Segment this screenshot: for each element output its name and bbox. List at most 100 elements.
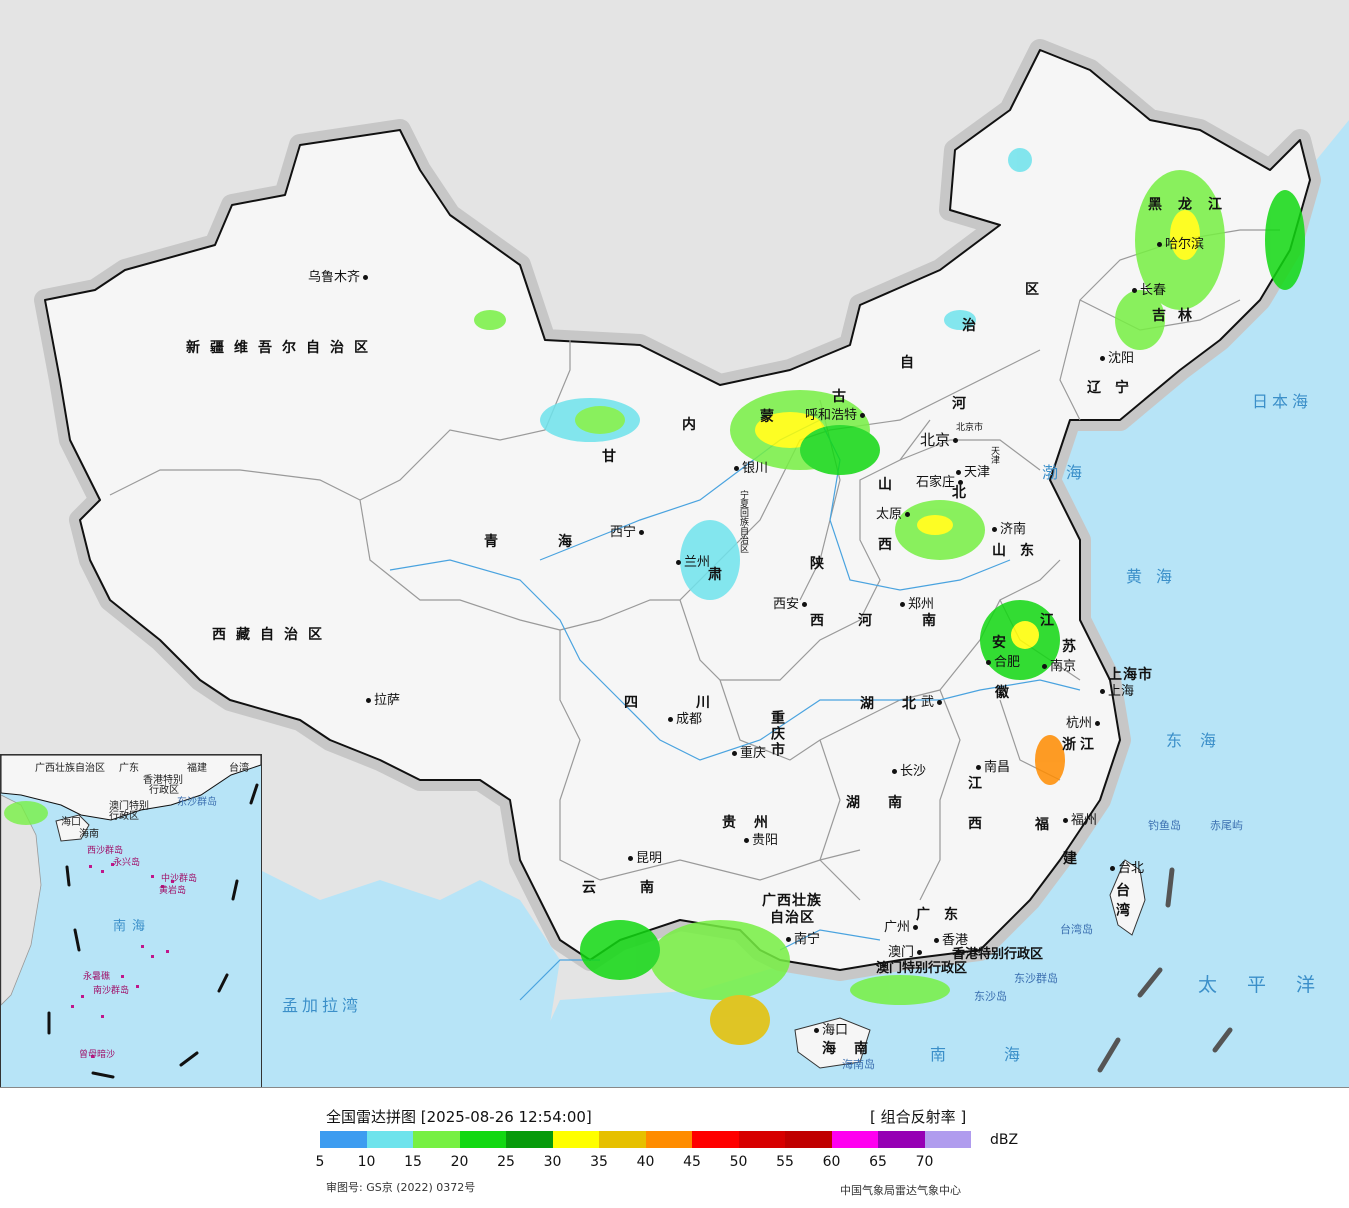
province-jiangsu-b: 苏 bbox=[1062, 639, 1086, 655]
legend-unit: dBZ bbox=[990, 1132, 1019, 1148]
city-nanchang: 南昌 bbox=[976, 761, 1010, 774]
city-hefei: 合肥 bbox=[986, 656, 1020, 669]
province-jiangsu-a: 江 bbox=[1040, 613, 1064, 629]
province-anhui-b: 徽 bbox=[995, 685, 1019, 701]
island-chiwei: 赤尾屿 bbox=[1210, 819, 1243, 832]
city-haikou: 海口 bbox=[814, 1024, 848, 1037]
city-xining: 西宁 bbox=[610, 526, 644, 539]
province-jiangxi-a: 江 bbox=[968, 776, 992, 792]
colorbar-segment bbox=[413, 1131, 460, 1148]
province-hebei-b: 北 bbox=[952, 485, 976, 501]
inset-island-zhongsha: 中沙群岛 bbox=[161, 874, 198, 884]
province-fujian-a: 福 bbox=[1035, 817, 1059, 833]
agency-credit: 中国气象局雷达气象中心 bbox=[840, 1184, 961, 1197]
province-anhui-a: 安 bbox=[992, 635, 1016, 651]
city-xian: 西安 bbox=[773, 598, 807, 611]
inset-island-marks bbox=[71, 863, 174, 1058]
city-lanzhou: 兰州 bbox=[676, 556, 710, 569]
city-guiyang: 贵阳 bbox=[744, 834, 778, 847]
province-neimenggu-f: 区 bbox=[1025, 282, 1049, 298]
inset-island-xisha: 西沙群岛 bbox=[87, 846, 124, 856]
colorbar-tick-label: 15 bbox=[404, 1154, 422, 1170]
legend-title: 全国雷达拼图 [2025-08-26 12:54:00] bbox=[326, 1108, 592, 1126]
city-chengdu: 成都 bbox=[668, 713, 702, 726]
inset-hk: 香港特别 bbox=[143, 775, 183, 786]
colorbar-tick-label: 60 bbox=[822, 1154, 841, 1170]
province-jiangxi-b: 西 bbox=[968, 816, 992, 832]
sea-bohai: 渤海 bbox=[1042, 463, 1091, 482]
city-chongqing-city: 重庆 bbox=[732, 747, 766, 760]
colorbar-segment bbox=[599, 1131, 646, 1148]
radar-map: 新疆维吾尔自治区 西藏自治区 青 海 内 蒙 古 自 治 区 甘 肃 四 川 云… bbox=[0, 0, 1349, 1088]
inset-taiwan: 台湾 bbox=[229, 763, 249, 774]
colorbar-tick-label: 25 bbox=[497, 1154, 515, 1170]
city-yinchuan: 银川 bbox=[734, 462, 768, 475]
colorbar-segment bbox=[366, 1131, 413, 1148]
colorbar-segment bbox=[831, 1131, 878, 1148]
colorbar-tick-label: 5 bbox=[315, 1154, 325, 1170]
inset-island-nansha: 南沙群岛 bbox=[93, 986, 130, 996]
city-beijing: 北京 bbox=[920, 433, 958, 448]
province-sichuan-a: 四 bbox=[624, 695, 648, 711]
colorbar-segment bbox=[924, 1131, 971, 1148]
colorbar-segment bbox=[320, 1131, 367, 1148]
inset-dongsha: 东沙群岛 bbox=[177, 797, 217, 808]
inset-sea-nanhai: 南海 bbox=[113, 919, 152, 934]
colorbar-tick-label: 20 bbox=[450, 1154, 469, 1170]
inset-boundary-dashes bbox=[47, 783, 259, 1079]
province-shanghai: 上海市 bbox=[1108, 667, 1153, 683]
city-fuzhou: 福州 bbox=[1063, 814, 1097, 827]
legend-product: [ 组合反射率 ] bbox=[870, 1108, 967, 1126]
province-neimenggu-e: 治 bbox=[962, 318, 986, 334]
city-taibei: 台北 bbox=[1110, 862, 1144, 875]
inset-hainan: 海南 bbox=[79, 829, 99, 840]
city-tianjin: 天津 bbox=[956, 466, 990, 479]
province-henan-a: 河 bbox=[858, 613, 882, 629]
colorbar-tick-label: 50 bbox=[729, 1154, 748, 1170]
city-taiyuan: 太原 bbox=[876, 508, 910, 521]
sea-donghai: 东海 bbox=[1166, 731, 1235, 750]
island-dongsha: 东沙岛 bbox=[974, 990, 1007, 1003]
province-guangxi-a: 广西壮族 bbox=[762, 893, 822, 909]
island-hainan: 海南岛 bbox=[842, 1058, 875, 1071]
colorbar-segment bbox=[878, 1131, 925, 1148]
island-taiwan: 台湾岛 bbox=[1060, 923, 1093, 936]
province-shaanxi-a: 陕 bbox=[810, 556, 834, 572]
map-approval-number: 审图号: GS京 (2022) 0372号 bbox=[326, 1181, 476, 1194]
province-shanxi-b: 西 bbox=[878, 537, 902, 553]
city-shijiazhuang: 石家庄 bbox=[916, 476, 963, 489]
province-taiwan-b: 湾 bbox=[1116, 903, 1140, 919]
south-china-sea-inset: 广西壮族自治区 广东 福建 台湾 香港特别 行政区 澳门特别 行政区 东沙群岛 … bbox=[0, 754, 262, 1087]
province-gansu-a: 甘 bbox=[602, 449, 626, 465]
colorbar-segment bbox=[459, 1131, 506, 1148]
colorbar-segment bbox=[506, 1131, 553, 1148]
province-gansu-b: 肃 bbox=[708, 567, 732, 583]
province-xizang: 西藏自治区 bbox=[212, 627, 332, 643]
province-hainan-b: 南 bbox=[854, 1041, 878, 1057]
sea-huanghai: 黄海 bbox=[1126, 567, 1187, 586]
colorbar-segment bbox=[785, 1131, 832, 1148]
city-wuhan: 武 bbox=[921, 696, 942, 709]
city-changsha: 长沙 bbox=[892, 765, 926, 778]
inset-macao2: 行政区 bbox=[109, 811, 139, 822]
province-taiwan-a: 台 bbox=[1116, 883, 1140, 899]
beijing-small-label: 北京市 bbox=[956, 423, 984, 433]
city-nanning: 南宁 bbox=[786, 933, 820, 946]
inset-hk2: 行政区 bbox=[149, 785, 179, 796]
province-hubei-a: 湖 bbox=[860, 696, 884, 712]
province-neimenggu-d: 自 bbox=[900, 355, 924, 371]
city-shanghai-city: 上海 bbox=[1100, 685, 1134, 698]
inset-haikou: 海口 bbox=[61, 817, 81, 828]
colorbar-segment bbox=[552, 1131, 599, 1148]
city-lhasa: 拉萨 bbox=[366, 694, 400, 707]
province-chongqing: 重庆市 bbox=[769, 710, 785, 758]
inset-hainan bbox=[55, 814, 90, 842]
colorbar-segment bbox=[645, 1131, 692, 1148]
province-heilongjiang: 黑龙江 bbox=[1148, 197, 1238, 213]
province-shaanxi-b: 西 bbox=[810, 613, 834, 629]
province-yunnan-b: 南 bbox=[640, 880, 664, 896]
tianjin-small-label: 天津 bbox=[989, 446, 999, 464]
inset-canvas bbox=[1, 755, 261, 1079]
colorbar-tick-label: 40 bbox=[636, 1154, 655, 1170]
province-neimenggu-b: 蒙 bbox=[760, 409, 784, 425]
